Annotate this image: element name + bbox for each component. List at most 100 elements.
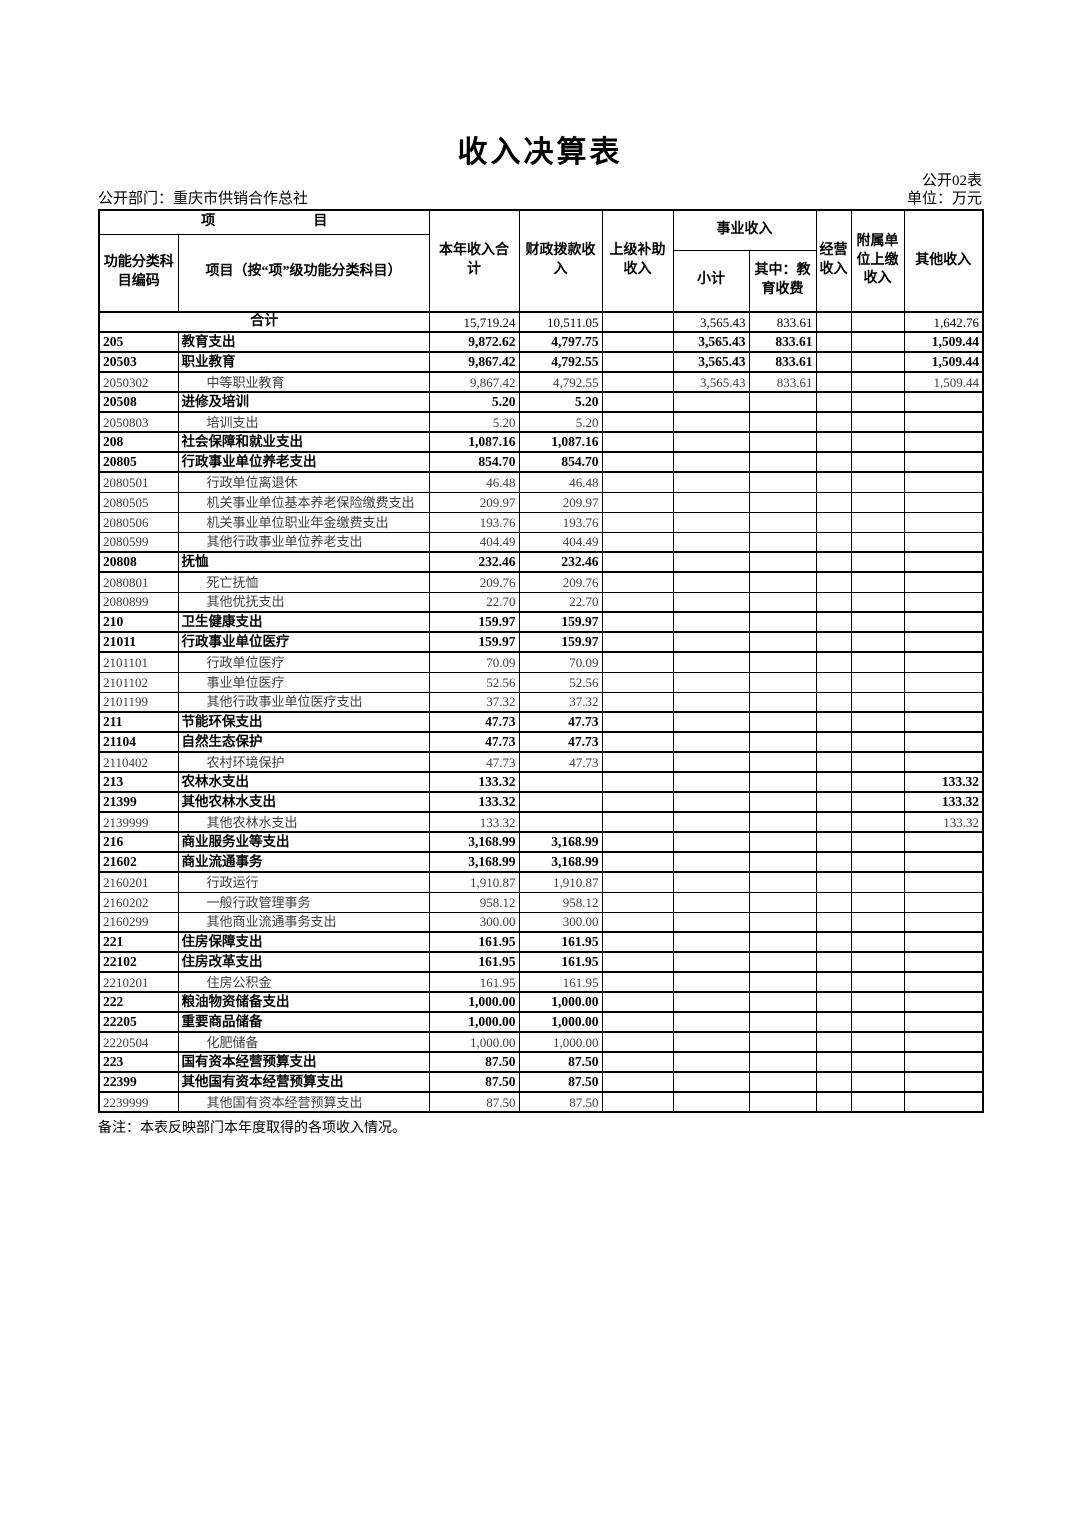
row-value: 4,797.75 (518, 331, 603, 353)
row-value (601, 411, 674, 433)
row-name: 中等职业教育 (177, 371, 430, 393)
row-code: 2080599 (98, 531, 179, 553)
row-value: 209.97 (518, 491, 603, 513)
row-value (601, 451, 674, 473)
row-value (672, 1051, 750, 1073)
row-value: 46.48 (428, 471, 520, 493)
table-row: 2160201 行政运行 1,910.87 1,910.87 (98, 871, 984, 893)
row-name: 重要商品储备 (177, 1011, 430, 1033)
row-value (748, 671, 817, 693)
row-value (903, 831, 984, 853)
table-row: 2080599 其他行政事业单位养老支出 404.49 404.49 (98, 531, 984, 553)
row-value (672, 951, 750, 973)
row-value (815, 771, 852, 793)
row-value (903, 751, 984, 773)
row-value (850, 931, 905, 953)
row-value (903, 531, 984, 553)
row-value (850, 351, 905, 373)
row-total-label: 合计 (98, 311, 430, 333)
table-row: 208 社会保障和就业支出 1,087.16 1,087.16 (98, 431, 984, 453)
row-code: 22102 (98, 951, 179, 973)
row-value (850, 1071, 905, 1093)
row-value (850, 631, 905, 653)
row-value: 5.20 (518, 411, 603, 433)
row-name: 农林水支出 (177, 771, 430, 793)
row-code: 2160299 (98, 911, 179, 933)
row-code: 20805 (98, 451, 179, 473)
row-value: 87.50 (428, 1071, 520, 1093)
row-code: 213 (98, 771, 179, 793)
income-table: 项 目 本年收入合计 财政拨款收入 上级补助收入 事业收入 经营收入 附属单位上… (98, 209, 984, 1113)
row-value (850, 951, 905, 973)
row-value (672, 931, 750, 953)
row-value (815, 371, 852, 393)
row-value (850, 591, 905, 613)
row-value: 193.76 (428, 511, 520, 533)
row-value: 133.32 (903, 811, 984, 833)
header-other-income: 其他收入 (903, 209, 984, 313)
row-value (748, 711, 817, 733)
row-name: 死亡抚恤 (177, 571, 430, 593)
header-item-group-right: 目 (313, 213, 328, 229)
row-name: 国有资本经营预算支出 (177, 1051, 430, 1073)
row-value (815, 871, 852, 893)
row-value (601, 751, 674, 773)
row-value (815, 631, 852, 653)
row-value (601, 1071, 674, 1093)
row-value (850, 551, 905, 573)
row-value: 404.49 (518, 531, 603, 553)
row-value (748, 951, 817, 973)
meta-line: 公开部门：重庆市供销合作总社 单位：万元 (98, 190, 982, 209)
row-value: 958.12 (428, 891, 520, 913)
row-value (815, 651, 852, 673)
table-row: 合计 15,719.24 10,511.05 3,565.43 833.61 1,642.… (98, 311, 984, 333)
row-value (815, 1031, 852, 1053)
row-value (518, 791, 603, 813)
row-value (748, 871, 817, 893)
row-value: 1,910.87 (428, 871, 520, 893)
table-row: 2220504 化肥储备 1,000.00 1,000.00 (98, 1031, 984, 1053)
row-value (672, 831, 750, 853)
row-value (672, 851, 750, 873)
table-row: 2239999 其他国有资本经营预算支出 87.50 87.50 (98, 1091, 984, 1113)
row-value: 47.73 (428, 731, 520, 753)
row-value (850, 431, 905, 453)
row-value (903, 451, 984, 473)
row-value: 47.73 (518, 731, 603, 753)
row-value (815, 331, 852, 353)
row-value (672, 671, 750, 693)
row-value (672, 651, 750, 673)
row-code: 2210201 (98, 971, 179, 993)
row-value (748, 1011, 817, 1033)
row-value: 22.70 (428, 591, 520, 613)
table-row: 20808 抚恤 232.46 232.46 (98, 551, 984, 573)
row-value (748, 1051, 817, 1073)
table-row: 22102 住房改革支出 161.95 161.95 (98, 951, 984, 973)
table-row: 210 卫生健康支出 159.97 159.97 (98, 611, 984, 633)
row-value (748, 551, 817, 573)
row-value (601, 311, 674, 333)
header-item-group: 项 目 (98, 209, 430, 235)
row-value (850, 971, 905, 993)
header-fiscal-appropriation: 财政拨款收入 (518, 209, 603, 313)
row-value (850, 871, 905, 893)
row-value (601, 991, 674, 1013)
row-value (672, 471, 750, 493)
header-item-group-left: 项 (201, 213, 216, 229)
row-code: 2101102 (98, 671, 179, 693)
row-value (601, 611, 674, 633)
row-value (601, 591, 674, 613)
header-operating-income: 经营收入 (815, 209, 852, 313)
row-value: 9,867.42 (428, 371, 520, 393)
row-value (601, 371, 674, 393)
row-value (672, 711, 750, 733)
row-value: 5.20 (518, 391, 603, 413)
row-value (903, 731, 984, 753)
row-value (672, 431, 750, 453)
row-code: 208 (98, 431, 179, 453)
row-value (748, 891, 817, 913)
row-value (748, 611, 817, 633)
table-row: 2080899 其他优抚支出 22.70 22.70 (98, 591, 984, 613)
row-value (815, 1051, 852, 1073)
row-value (850, 851, 905, 873)
